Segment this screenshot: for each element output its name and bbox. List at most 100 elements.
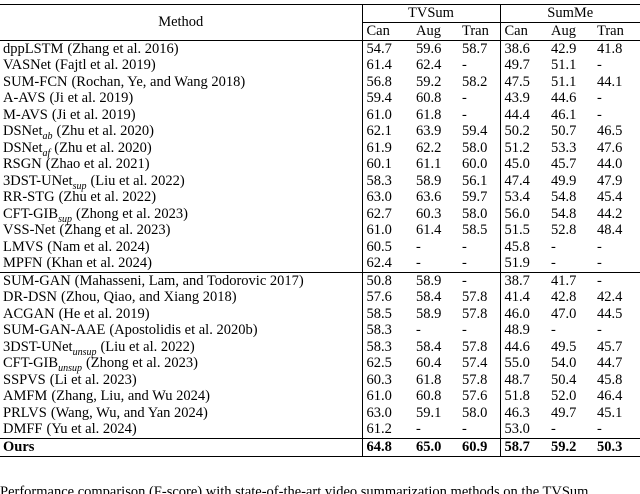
method-cell: A-AVS (Ji et al. 2019) [0, 90, 363, 107]
score-cell: 49.7 [504, 57, 530, 74]
table-row: DSNetab (Zhu et al. 2020) 62.1 63.9 59.4 50.2… [0, 123, 640, 142]
score-cell: 44.1 [597, 73, 623, 90]
method-subscript: unsup [58, 363, 82, 375]
method-header: Method [0, 4, 363, 41]
method-cell: 3DST-UNetunsup (Liu et al. 2022) [0, 338, 363, 357]
score-cell: - [412, 255, 458, 273]
method-cell: PRLVS (Wang, Wu, and Yan 2024) [0, 405, 363, 422]
method-citation: (Liu et al. 2022) [90, 172, 185, 189]
subcolumn-header: Aug [551, 23, 576, 39]
score-cell: 57.8 [458, 289, 501, 306]
table-row: SUM-GAN (Mahasseni, Lam, and Todorovic 20… [0, 272, 640, 290]
score-cell: 45.8 [597, 371, 623, 388]
method-name: RSGN [3, 156, 42, 173]
method-cell: CFT-GIBunsup (Zhong et al. 2023) [0, 355, 363, 375]
method-citation: (Mahasseni, Lam, and Todorovic 2017) [74, 272, 304, 289]
score-cell: 58.9 [416, 172, 442, 189]
score-cell: - [458, 90, 501, 107]
method-name: 3DST-UNet [3, 338, 73, 355]
score-cell: 57.8 [458, 339, 501, 356]
score-cell: 61.9 [366, 139, 392, 156]
method-citation: (Fajtl et al. 2019) [55, 57, 156, 74]
score-cell: 58.0 [458, 206, 501, 223]
score-cell: 47.4 [504, 172, 530, 189]
method-cell: DR-DSN (Zhou, Qiao, and Xiang 2018) [0, 289, 363, 306]
score-cell: 49.5 [551, 338, 577, 355]
method-name: CFT-GIB [3, 205, 59, 222]
method-citation: (Zhu et al. 2020) [56, 123, 154, 140]
score-cell: - [458, 57, 501, 74]
method-subscript: af [42, 147, 51, 159]
score-cell: - [551, 322, 556, 339]
table-row: SUM-GAN-AAE (Apostolidis et al. 2020b) 58.… [0, 322, 640, 339]
score-cell: - [412, 421, 458, 439]
table-row: 3DST-UNetsup (Liu et al. 2022) 58.3 58.9 56.… [0, 172, 640, 192]
score-cell: 58.3 [366, 322, 392, 339]
score-cell: 47.5 [504, 73, 530, 90]
score-cell: 62.5 [366, 355, 392, 372]
score-cell: 52.0 [551, 388, 577, 405]
score-cell: 51.8 [504, 388, 530, 405]
method-name: Ours [3, 438, 35, 455]
score-cell: 63.0 [366, 189, 392, 206]
score-cell: 53.0 [500, 421, 547, 439]
method-cell: SUM-GAN (Mahasseni, Lam, and Todorovic 20… [0, 272, 363, 290]
method-subscript: sup [72, 180, 87, 192]
table-row: CFT-GIBsup (Zhong et al. 2023) 62.7 60.3 58.… [0, 205, 640, 225]
score-cell: 61.4 [416, 222, 442, 239]
score-cell: 64.8 [362, 438, 412, 457]
score-cell: 53.4 [504, 189, 530, 206]
score-cell: 38.7 [504, 272, 530, 289]
score-cell: 48.9 [504, 322, 530, 339]
table-row: RR-STG (Zhu et al. 2022) 63.0 63.6 59.7 53.4 5… [0, 189, 640, 206]
score-cell: 59.7 [458, 189, 501, 206]
method-name: dppLSTM [3, 40, 64, 57]
score-cell: 44.6 [551, 90, 577, 107]
method-citation: (Zhong et al. 2023) [85, 355, 198, 372]
score-cell: 57.6 [458, 388, 501, 405]
score-cell: 46.4 [597, 388, 623, 405]
method-citation: (Zhu et al. 2022) [58, 189, 157, 206]
score-cell: 58.4 [416, 289, 442, 306]
score-cell: - [597, 106, 602, 123]
method-citation: (Zhong et al. 2023) [75, 205, 188, 222]
table-row: CFT-GIBunsup (Zhong et al. 2023) 62.5 60.4 5… [0, 355, 640, 375]
method-name: ACGAN [3, 305, 55, 322]
method-cell: LMVS (Nam et al. 2024) [0, 238, 363, 256]
method-name: VSS-Net [3, 222, 56, 239]
method-cell: RSGN (Zhao et al. 2021) [0, 156, 363, 173]
score-cell: 51.1 [551, 57, 577, 74]
score-cell: 62.4 [362, 255, 412, 273]
method-cell: VSS-Net (Zhang et al. 2023) [0, 222, 363, 239]
method-citation: (Zhou, Qiao, and Xiang 2018) [60, 289, 237, 306]
score-cell: 47.0 [551, 305, 577, 322]
score-cell: - [597, 90, 602, 107]
table-row: MPFN (Khan et al. 2024) 62.4- -51.9- - [0, 255, 640, 273]
method-subscript: sup [58, 213, 72, 225]
method-citation: (Yu et al. 2024) [46, 421, 137, 438]
results-table: Method TVSum SumMe Can Aug Tran Can Aug Tran … [0, 4, 640, 457]
score-cell: 59.4 [366, 90, 392, 107]
score-cell: 53.3 [551, 139, 577, 156]
score-cell: 59.4 [458, 123, 501, 140]
score-cell: 60.4 [416, 355, 442, 372]
method-cell: DMFF (Yu et al. 2024) [0, 421, 363, 439]
score-cell: 59.2 [416, 73, 442, 90]
score-cell: 54.0 [551, 355, 577, 372]
method-cell: Ours [0, 438, 363, 457]
method-citation: (Nam et al. 2024) [47, 238, 150, 255]
score-cell: 58.7 [500, 438, 547, 457]
score-cell: 48.4 [597, 222, 623, 239]
score-cell: - [597, 272, 602, 289]
method-name: RR-STG [3, 189, 55, 206]
score-cell: 47.6 [597, 139, 623, 156]
score-cell: 54.8 [551, 189, 577, 206]
score-cell: 58.7 [458, 40, 501, 58]
score-cell: 62.7 [366, 205, 392, 222]
score-cell: 61.0 [366, 388, 392, 405]
group-header: SumMe [500, 4, 640, 23]
score-cell: - [458, 255, 501, 273]
subcolumn-header: Can [366, 23, 390, 39]
method-name: SUM-FCN [3, 73, 68, 90]
